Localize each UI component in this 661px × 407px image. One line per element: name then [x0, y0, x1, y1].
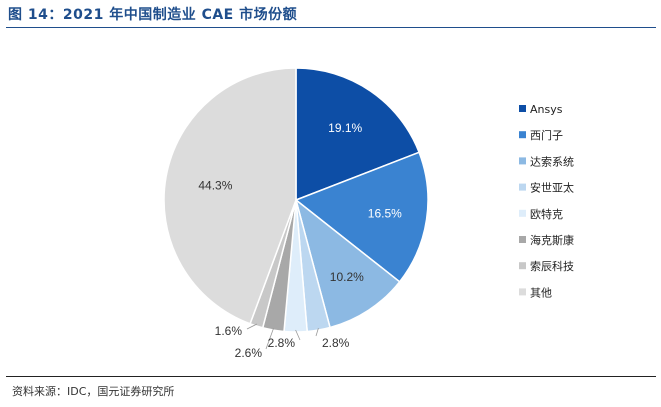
- leader-line-6: [265, 327, 274, 350]
- legend-label-3: 达索系统: [530, 154, 574, 168]
- legend-label-2: 西门子: [530, 128, 563, 142]
- slice-label-1: 19.1%: [328, 121, 362, 135]
- slice-label-8: 44.3%: [198, 179, 232, 193]
- legend-label-7: 索辰科技: [530, 259, 574, 273]
- legend-swatch-8: [519, 288, 526, 296]
- legend-swatch-4: [519, 183, 526, 191]
- source-divider: [6, 376, 656, 377]
- legend-swatch-6: [519, 236, 526, 243]
- slice-label-6: 2.6%: [235, 346, 263, 360]
- legend-swatch-3: [519, 157, 526, 165]
- pie-slice-8: [163, 67, 297, 325]
- slice-label-3: 10.2%: [330, 270, 364, 284]
- leader-lines: [246, 323, 319, 350]
- leader-line-5: [295, 329, 301, 341]
- leader-line-7: [246, 323, 258, 330]
- caption-divider: [6, 27, 656, 28]
- leader-line-4: [315, 327, 319, 337]
- slice-label-2: 16.5%: [368, 206, 402, 220]
- legend-swatch-5: [519, 209, 526, 217]
- legend-swatch-2: [519, 131, 526, 139]
- slice-labels: 19.1% 16.5% 10.2% 2.8% 2.8% 2.6% 1.6% 44.3%: [198, 121, 402, 360]
- figure-caption: 图 14：2021 年中国制造业 CAE 市场份额: [8, 7, 298, 23]
- slice-label-4: 2.8%: [322, 336, 350, 350]
- pie-slice-2: [294, 151, 429, 283]
- legend-label-8: 其他: [530, 286, 552, 299]
- pie-slice-1: [295, 67, 421, 202]
- legend-label-1: Ansys: [530, 103, 563, 116]
- legend-label-6: 海克斯康: [530, 233, 574, 247]
- slice-label-7: 1.6%: [215, 324, 243, 338]
- pie-slices: [163, 67, 429, 333]
- legend-swatch-1: [519, 105, 526, 112]
- legend-label-4: 安世亚太: [530, 181, 574, 195]
- slice-label-5: 2.8%: [268, 336, 296, 350]
- legend-label-5: 欧特克: [530, 207, 563, 221]
- source-note: 资料来源：IDC，国元证券研究所: [12, 385, 175, 398]
- legend-swatch-7: [519, 262, 526, 270]
